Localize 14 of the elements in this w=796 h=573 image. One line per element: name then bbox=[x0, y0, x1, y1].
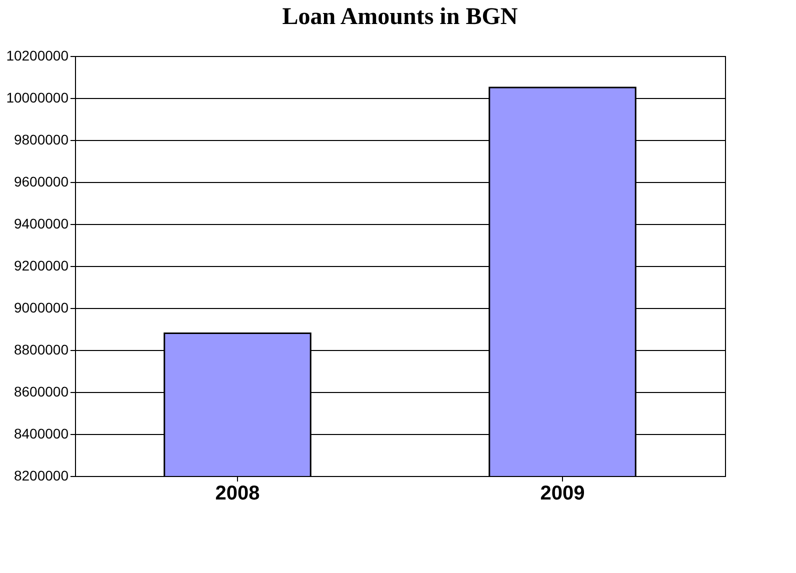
y-tick-label: 8800000 bbox=[14, 342, 69, 358]
x-tick-label: 2008 bbox=[215, 482, 260, 504]
y-tick-label: 9800000 bbox=[14, 132, 69, 148]
y-tick-label: 10000000 bbox=[6, 90, 69, 106]
y-tick-label: 9600000 bbox=[14, 174, 69, 190]
y-tick-label: 8200000 bbox=[14, 468, 69, 484]
y-tick-label: 8400000 bbox=[14, 426, 69, 442]
y-tick-label: 9400000 bbox=[14, 216, 69, 232]
y-tick-label: 8600000 bbox=[14, 384, 69, 400]
y-tick-label: 9200000 bbox=[14, 258, 69, 274]
y-tick-label: 9000000 bbox=[14, 300, 69, 316]
y-tick-label: 10200000 bbox=[6, 48, 69, 64]
chart-title: Loan Amounts in BGN bbox=[282, 4, 518, 30]
x-tick-label: 2009 bbox=[540, 482, 585, 504]
